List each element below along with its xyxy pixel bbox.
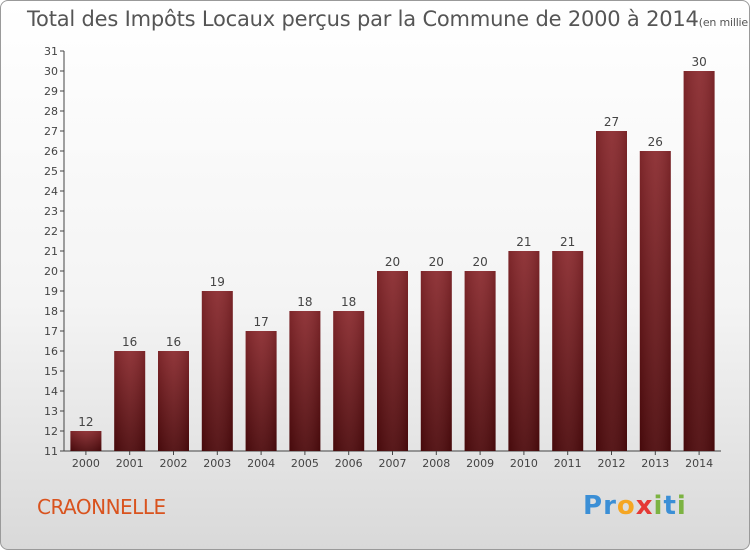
y-tick-label: 26 — [44, 145, 58, 158]
bar-shade-2003 — [201, 291, 233, 451]
y-tick-label: 24 — [44, 185, 58, 198]
x-tick-label: 2003 — [203, 457, 231, 470]
y-tick-label: 20 — [44, 265, 58, 278]
x-tick-label: 2014 — [685, 457, 713, 470]
bar-shade-2009 — [464, 271, 496, 451]
chart-title-unit: (en milliers d'€) — [698, 16, 749, 29]
bar-shade-2010 — [508, 251, 540, 451]
logo-letter: i — [676, 491, 687, 521]
x-tick-label: 2001 — [116, 457, 144, 470]
x-tick-label: 2009 — [466, 457, 494, 470]
value-label: 26 — [648, 135, 663, 149]
value-label: 30 — [691, 55, 706, 69]
value-label: 18 — [341, 295, 356, 309]
value-label: 19 — [210, 275, 225, 289]
y-tick-label: 13 — [44, 405, 58, 418]
bars-group — [70, 71, 715, 451]
bar-shade-2014 — [683, 71, 715, 451]
y-tick-label: 22 — [44, 225, 58, 238]
logo-letter: x — [635, 491, 654, 521]
bar-shade-2011 — [552, 251, 584, 451]
y-tick-label: 11 — [44, 445, 58, 458]
y-tick-label: 19 — [44, 285, 58, 298]
logo-letter: i — [653, 491, 664, 521]
value-label: 21 — [560, 235, 575, 249]
bar-shade-2006 — [333, 311, 365, 451]
x-tick-label: 2004 — [247, 457, 275, 470]
bar-shade-2005 — [289, 311, 321, 451]
x-tick-label: 2008 — [422, 457, 450, 470]
value-label: 12 — [78, 415, 93, 429]
value-label: 16 — [122, 335, 137, 349]
value-label: 20 — [385, 255, 400, 269]
bar-shade-2001 — [114, 351, 146, 451]
bar-shade-2007 — [377, 271, 408, 451]
x-tick-label: 2010 — [510, 457, 538, 470]
logo-letter: r — [603, 491, 617, 521]
y-tick-label: 18 — [44, 305, 58, 318]
y-tick-label: 30 — [44, 65, 58, 78]
commune-name: CRAONNELLE — [37, 495, 166, 519]
x-tick-label: 2011 — [554, 457, 582, 470]
x-tick-label: 2013 — [641, 457, 669, 470]
x-tick-label: 2012 — [598, 457, 626, 470]
logo-letter: o — [616, 491, 636, 521]
bar-shade-2012 — [596, 131, 627, 451]
y-tick-label: 25 — [44, 165, 58, 178]
value-label: 20 — [429, 255, 444, 269]
y-tick-label: 15 — [44, 365, 58, 378]
value-labels-group: 12 16 16 19 17 18 18 20 20 20 21 21 27 26 30 — [78, 55, 706, 429]
bar-shade-2002 — [158, 351, 189, 451]
bar-shade-2000 — [70, 431, 102, 451]
y-tick-label: 29 — [44, 85, 58, 98]
x-tick-label: 2007 — [379, 457, 407, 470]
bar-shade-2013 — [639, 151, 671, 451]
value-label: 20 — [472, 255, 487, 269]
y-tick-label: 17 — [44, 325, 58, 338]
bar-shade-2004 — [245, 331, 277, 451]
value-label: 17 — [253, 315, 268, 329]
y-tick-label: 28 — [44, 105, 58, 118]
y-tick-label: 31 — [44, 45, 58, 58]
logo-letter: t — [663, 491, 677, 521]
bar-shade-2008 — [420, 271, 452, 451]
value-label: 21 — [516, 235, 531, 249]
y-tick-label: 21 — [44, 245, 58, 258]
y-tick-label: 23 — [44, 205, 58, 218]
y-tick-label: 27 — [44, 125, 58, 138]
value-label: 16 — [166, 335, 181, 349]
chart-title-text: Total des Impôts Locaux perçus par la Co… — [27, 7, 699, 31]
y-tick-label: 14 — [44, 385, 58, 398]
x-tick-label: 2000 — [72, 457, 100, 470]
logo-letter: P — [583, 491, 604, 521]
proxiti-logo: Proxiti — [583, 491, 687, 521]
chart-title: Total des Impôts Locaux perçus par la Co… — [27, 7, 749, 31]
x-tick-label: 2006 — [335, 457, 363, 470]
y-tick-label: 12 — [44, 425, 58, 438]
x-tick-label: 2002 — [160, 457, 188, 470]
axes: 11 12 13 14 15 16 17 18 19 20 21 22 23 24 25 26 27 28 29 30… — [44, 45, 721, 470]
y-tick-label: 16 — [44, 345, 58, 358]
x-tick-label: 2005 — [291, 457, 319, 470]
value-label: 18 — [297, 295, 312, 309]
value-label: 27 — [604, 115, 619, 129]
